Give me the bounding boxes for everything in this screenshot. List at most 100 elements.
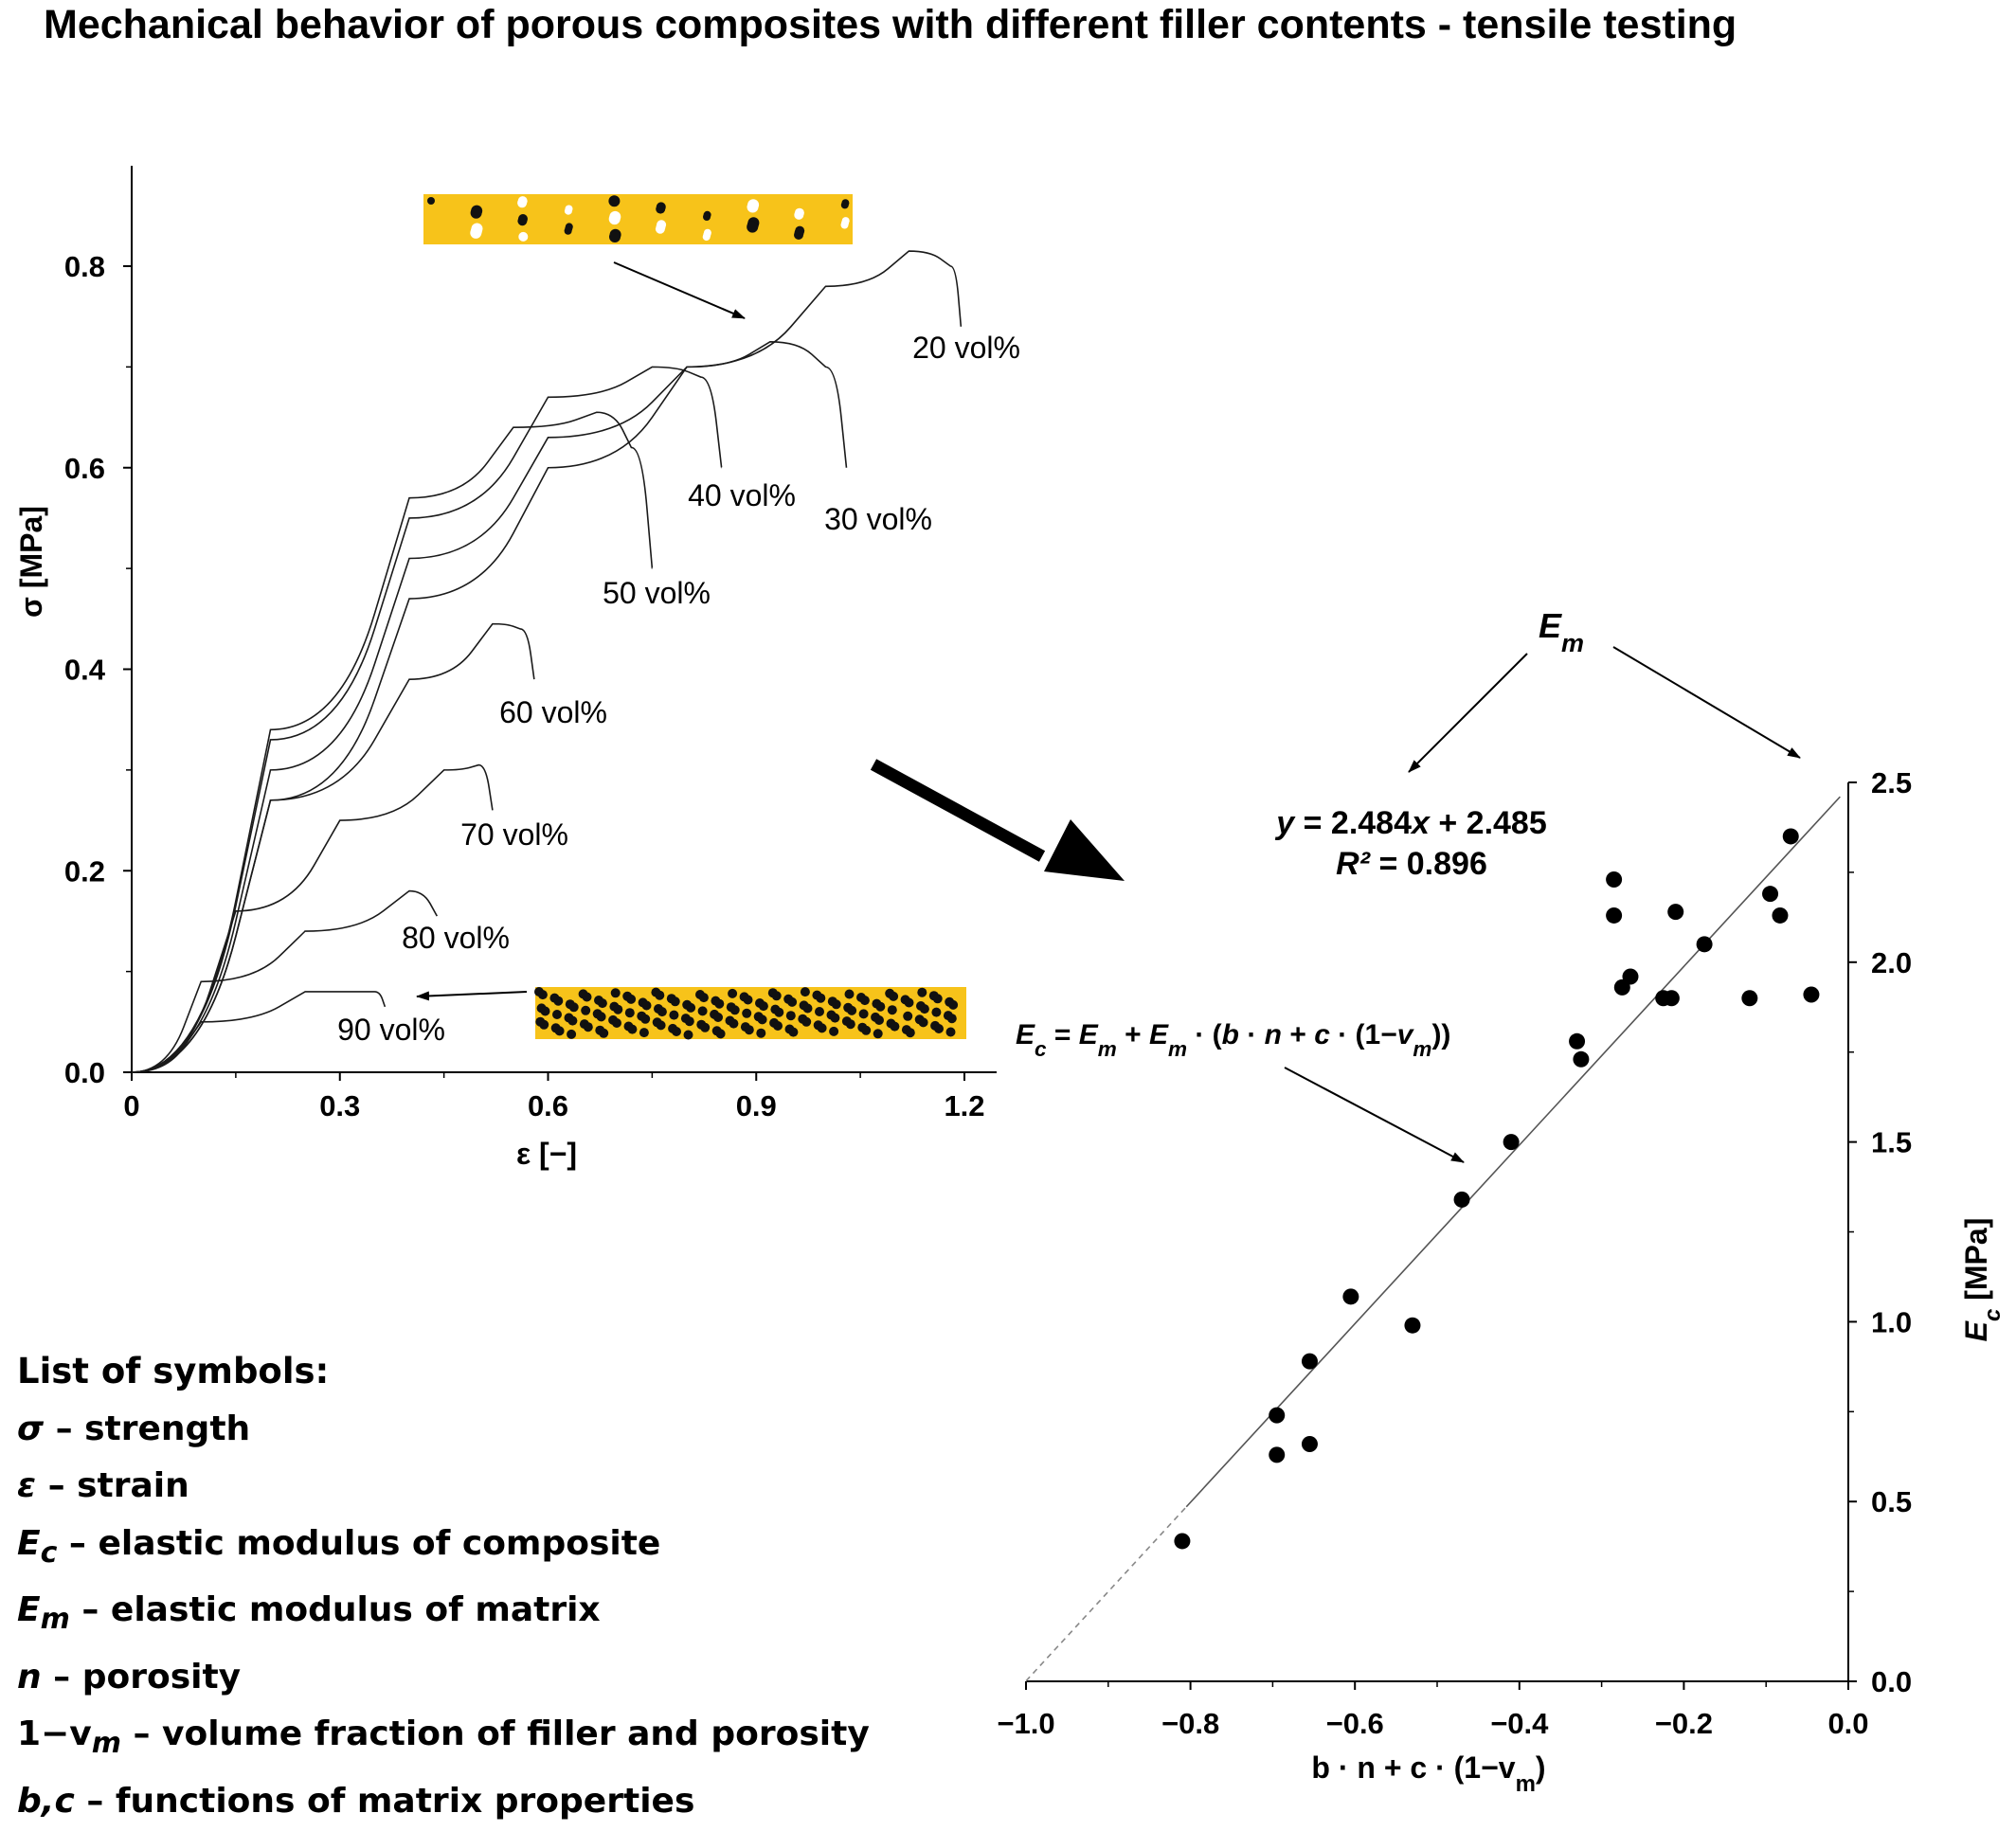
filler-dot bbox=[567, 1015, 578, 1026]
modulus-chart: −1.0 −0.8 −0.6 −0.4 −0.2 0.00.0 0.5 1.0 1.5 2.0 2.… bbox=[870, 606, 2006, 1792]
filler-dot bbox=[729, 1018, 739, 1029]
pore-dot bbox=[564, 226, 572, 235]
filler-dot bbox=[787, 996, 798, 1007]
y-tick-label: 2.0 bbox=[1871, 946, 1912, 979]
y-tick-label: 0.4 bbox=[64, 654, 106, 687]
filler-dot bbox=[756, 1028, 766, 1038]
chart-title: Mechanical behavior of porous composites… bbox=[44, 2, 1737, 47]
annotation-arrow bbox=[416, 991, 528, 1001]
filler-dot bbox=[875, 1001, 886, 1012]
filler-dot bbox=[641, 1000, 652, 1011]
filler-dot bbox=[596, 1012, 606, 1022]
series-line bbox=[131, 366, 723, 1073]
filler-dot bbox=[918, 1017, 928, 1028]
pore-dot bbox=[470, 226, 482, 239]
x-tick-label: −1.0 bbox=[997, 1707, 1054, 1740]
symbol-list: List of symbols: σ – strength ε – strain Ec… bbox=[17, 1343, 870, 1831]
filler-dot bbox=[757, 1014, 767, 1025]
filler-dot bbox=[537, 990, 548, 1000]
symbol-name: 1−v bbox=[17, 1714, 92, 1754]
data-point bbox=[1404, 1317, 1421, 1334]
filler-dot bbox=[610, 988, 621, 998]
pore-dot bbox=[608, 213, 621, 225]
filler-dot bbox=[568, 1002, 579, 1013]
dense-structure-image bbox=[534, 987, 966, 1040]
y-tick-label: 0.0 bbox=[64, 1056, 105, 1089]
filler-dot bbox=[845, 1019, 855, 1030]
filler-dot bbox=[627, 1024, 638, 1034]
symbol-description: – strength bbox=[44, 1409, 251, 1448]
series-line bbox=[131, 763, 494, 1073]
pore-dot bbox=[517, 198, 528, 208]
filler-dot bbox=[817, 1023, 827, 1033]
filler-dot bbox=[700, 1022, 711, 1032]
filler-dot bbox=[684, 1016, 694, 1027]
x-tick-label: 1.2 bbox=[944, 1089, 984, 1122]
filler-dot bbox=[771, 991, 782, 1001]
filler-dot bbox=[816, 993, 826, 1003]
filler-dot bbox=[613, 1004, 623, 1014]
data-point bbox=[1453, 1191, 1470, 1208]
data-point bbox=[1503, 1134, 1520, 1151]
y-tick-label: 0.8 bbox=[64, 250, 105, 283]
symbol-item: σ – strength bbox=[17, 1401, 870, 1459]
symbol-description: – elastic modulus of composite bbox=[57, 1523, 661, 1563]
data-point bbox=[1301, 1353, 1318, 1370]
symbol-description: – porosity bbox=[41, 1657, 242, 1696]
y-tick-label: 1.0 bbox=[1871, 1305, 1912, 1338]
data-point bbox=[1269, 1446, 1286, 1463]
filler-dot bbox=[597, 998, 607, 1009]
pore-dot bbox=[470, 206, 482, 219]
filler-dot bbox=[889, 991, 899, 1001]
filler-dot bbox=[744, 1025, 754, 1035]
filler-dot bbox=[830, 1013, 840, 1023]
data-point bbox=[1569, 1032, 1586, 1050]
data-point bbox=[1696, 936, 1713, 953]
y-tick-label: 1.5 bbox=[1871, 1126, 1912, 1159]
data-point bbox=[1803, 986, 1820, 1003]
series-line bbox=[131, 250, 963, 1073]
filler-dot bbox=[946, 1014, 957, 1024]
filler-dot bbox=[670, 996, 680, 1007]
filler-dot bbox=[626, 994, 637, 1004]
em-arrow-left bbox=[1408, 653, 1528, 773]
filler-dot bbox=[697, 1006, 708, 1016]
filler-dot bbox=[874, 1015, 884, 1025]
data-point bbox=[1606, 907, 1623, 924]
symbol-name: ε bbox=[17, 1466, 37, 1505]
x-tick-label: 0.6 bbox=[528, 1089, 568, 1122]
symbol-description: – volume fraction of filler and porosity bbox=[120, 1714, 870, 1754]
filler-dot bbox=[773, 1021, 783, 1031]
filler-dot bbox=[932, 994, 943, 1004]
pore-dot bbox=[564, 206, 572, 215]
x-tick-label: 0 bbox=[123, 1089, 139, 1122]
symbol-item: 1−vm – volume fraction of filler and por… bbox=[17, 1706, 870, 1773]
series-label: 70 vol% bbox=[460, 817, 568, 852]
filler-dot bbox=[715, 1029, 726, 1039]
symbol-description: – functions of matrix properties bbox=[74, 1782, 695, 1822]
pore-dot bbox=[840, 201, 849, 209]
filler-dot bbox=[919, 1004, 929, 1014]
filler-dot bbox=[861, 1025, 872, 1035]
symbol-item: Ec – elastic modulus of composite bbox=[17, 1516, 870, 1583]
pore-dot bbox=[609, 231, 621, 242]
filler-dot bbox=[655, 990, 665, 1000]
filler-dot bbox=[698, 993, 709, 1003]
filler-dot bbox=[774, 1007, 784, 1017]
filler-dot bbox=[847, 1005, 857, 1015]
symbol-name: σ bbox=[17, 1409, 45, 1448]
y-tick-label: 0.0 bbox=[1871, 1665, 1912, 1698]
data-point bbox=[1772, 907, 1789, 924]
series-label: 20 vol% bbox=[912, 331, 1020, 365]
x-tick-label: −0.4 bbox=[1490, 1707, 1549, 1740]
symbol-name: E bbox=[17, 1590, 41, 1630]
filler-dot bbox=[656, 1020, 666, 1031]
filler-dot bbox=[904, 997, 914, 1008]
filler-dot bbox=[801, 1016, 812, 1027]
pore-dot bbox=[608, 195, 621, 207]
model-formula: Ec = Em + Em · (b · n + c · (1−vm)) bbox=[1016, 1019, 1450, 1061]
trendline-equation: y = 2.484x + 2.485 bbox=[1274, 805, 1547, 841]
symbol-item: b,c – functions of matrix properties bbox=[17, 1773, 870, 1831]
filler-dot bbox=[858, 1009, 869, 1019]
pore-dot bbox=[747, 221, 759, 233]
